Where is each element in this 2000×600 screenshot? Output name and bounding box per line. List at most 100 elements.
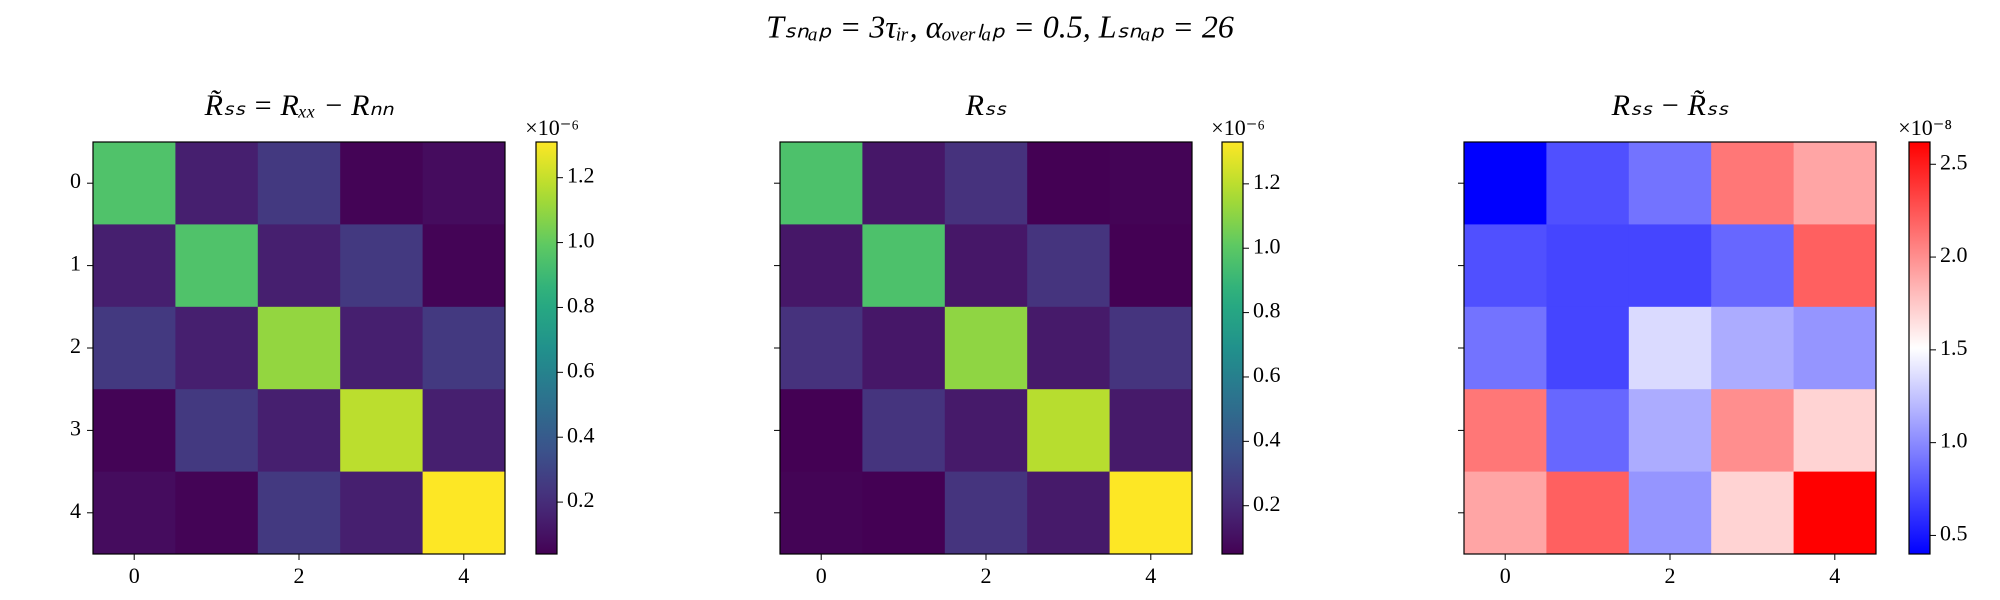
x-tick-label: 0 <box>129 563 140 588</box>
heatmap-cell <box>944 389 1028 473</box>
heatmap-cell <box>944 306 1028 390</box>
figure-title: Tₛₙₐₚ = 3τᵢᵣ, αₒᵥₑᵣₗₐₚ = 0.5, Lₛₙₐₚ = 26 <box>766 8 1234 44</box>
heatmap-cell <box>1711 471 1795 555</box>
colorbar-tick-label: 0.5 <box>1940 520 1968 545</box>
heatmap-cell <box>340 142 424 225</box>
heatmap-cell <box>1027 142 1111 225</box>
heatmap-cell <box>780 389 863 473</box>
colorbar-tick-label: 0.4 <box>567 422 595 447</box>
y-tick-label: 3 <box>70 415 81 440</box>
colorbar-offset-label: ×10⁻⁶ <box>525 115 579 140</box>
heatmap-cell <box>1546 224 1630 308</box>
heatmap-cell <box>1711 306 1795 390</box>
heatmap-cell <box>422 224 506 308</box>
heatmap-cell <box>1793 224 1877 308</box>
colorbar-tick-label: 0.2 <box>1253 491 1281 516</box>
heatmap-cell <box>340 471 424 555</box>
x-tick-label: 0 <box>1500 563 1511 588</box>
heatmap-cell <box>1628 306 1712 390</box>
colorbar-tick-label: 1.0 <box>1253 233 1281 258</box>
heatmap-cell <box>175 389 259 473</box>
heatmap-cell <box>257 224 341 308</box>
heatmap-cell <box>1109 306 1193 390</box>
heatmap-cell <box>340 224 424 308</box>
heatmap-cell <box>175 142 259 225</box>
colorbar-tick-label: 1.2 <box>1253 169 1281 194</box>
heatmap-cell <box>862 142 946 225</box>
colorbar-tick-label: 0.6 <box>567 357 595 382</box>
heatmap-cell <box>340 306 424 390</box>
heatmap-cell <box>1027 306 1111 390</box>
heatmap-cell <box>1793 306 1877 390</box>
heatmap-cell <box>422 389 506 473</box>
heatmap-cell <box>257 471 341 555</box>
heatmap-cell <box>1793 142 1877 225</box>
colorbar-offset-label: ×10⁻⁸ <box>1898 115 1952 140</box>
x-tick-label: 4 <box>1145 563 1156 588</box>
heatmap-cell <box>1109 389 1193 473</box>
colorbar-tick-label: 1.5 <box>1940 335 1968 360</box>
colorbar-tick-label: 0.2 <box>567 487 595 512</box>
heatmap-cell <box>422 306 506 390</box>
heatmap-cell <box>257 306 341 390</box>
heatmap-cell <box>93 306 176 390</box>
heatmap-cell <box>422 142 506 225</box>
heatmap-cell <box>175 306 259 390</box>
colorbar-tick-label: 0.4 <box>1253 426 1281 451</box>
heatmap-cell <box>1711 142 1795 225</box>
heatmap-cell <box>944 142 1028 225</box>
heatmap-cell <box>175 224 259 308</box>
heatmap-cell <box>257 142 341 225</box>
heatmap-cell <box>1546 306 1630 390</box>
colorbar-tick-label: 2.0 <box>1940 242 1968 267</box>
colorbar-tick-label: 1.0 <box>567 228 595 253</box>
heatmap-cell <box>1027 471 1111 555</box>
panel-title: R̃ₛₛ = Rₓₓ − Rₙₙ <box>204 89 395 122</box>
heatmap-cell <box>1464 389 1547 473</box>
heatmap-cell <box>1464 142 1547 225</box>
colorbar-tick-label: 0.8 <box>1253 298 1281 323</box>
heatmap-cell <box>1464 224 1547 308</box>
heatmap-cell <box>1628 142 1712 225</box>
heatmap-cell <box>257 389 341 473</box>
colorbar-tick-label: 1.2 <box>567 163 595 188</box>
heatmap-cell <box>1109 224 1193 308</box>
x-tick-label: 2 <box>981 563 992 588</box>
heatmap-cell <box>1546 142 1630 225</box>
heatmap-cell <box>1628 389 1712 473</box>
heatmap-cell <box>1711 224 1795 308</box>
heatmap-cell <box>1711 389 1795 473</box>
heatmap-cell <box>1628 224 1712 308</box>
x-tick-label: 0 <box>816 563 827 588</box>
heatmap-cell <box>93 224 176 308</box>
heatmap-cell <box>93 471 176 555</box>
y-tick-label: 0 <box>70 168 81 193</box>
heatmap-cell <box>1793 389 1877 473</box>
heatmap-cell <box>422 471 506 555</box>
colorbar-tick-label: 2.5 <box>1940 149 1968 174</box>
panel-title: Rₛₛ − R̃ₛₛ <box>1611 89 1729 122</box>
heatmap-cell <box>944 224 1028 308</box>
y-tick-label: 2 <box>70 333 81 358</box>
heatmap-cell <box>93 389 176 473</box>
heatmap-cell <box>780 306 863 390</box>
colorbar <box>535 141 558 555</box>
heatmap-cell <box>862 224 946 308</box>
y-tick-label: 4 <box>70 498 81 523</box>
heatmap-cell <box>1109 142 1193 225</box>
colorbar-tick-label: 1.0 <box>1940 428 1968 453</box>
colorbar <box>1221 141 1244 555</box>
heatmap-cell <box>1464 471 1547 555</box>
x-tick-label: 4 <box>458 563 469 588</box>
heatmap-cell <box>1546 471 1630 555</box>
heatmap-cell <box>340 389 424 473</box>
colorbar-tick-label: 0.8 <box>567 292 595 317</box>
heatmap-cell <box>862 306 946 390</box>
heatmap-cell <box>862 471 946 555</box>
heatmap-cell <box>93 142 176 225</box>
heatmap-cell <box>1628 471 1712 555</box>
panel-title: Rₛₛ <box>965 89 1008 122</box>
heatmap-cell <box>862 389 946 473</box>
x-tick-label: 4 <box>1829 563 1840 588</box>
